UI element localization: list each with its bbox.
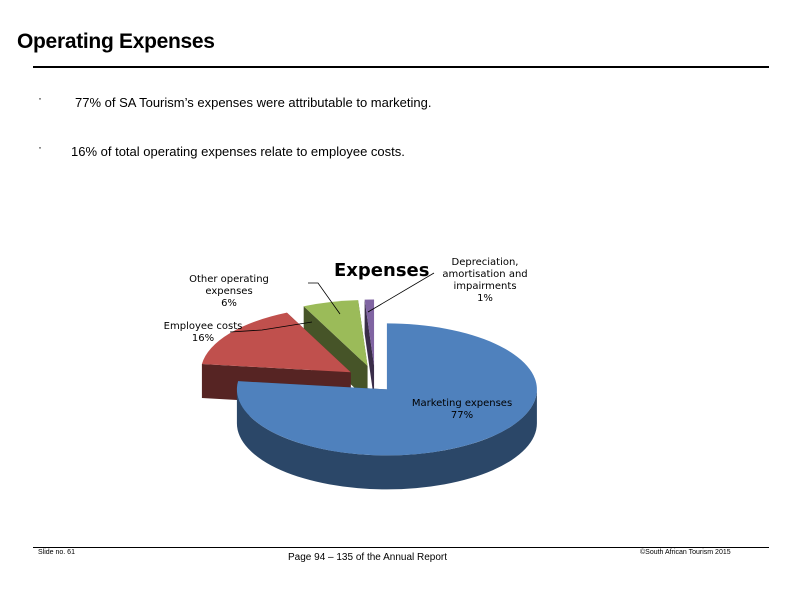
slide-number: Slide no. 61 xyxy=(38,549,75,556)
slice-value-label: 16% xyxy=(191,333,215,344)
slice-label-other: Other operating expenses 6% xyxy=(185,274,273,310)
slice-name: Marketing expenses xyxy=(411,398,513,409)
slice-side-face xyxy=(364,299,375,400)
slice-label-marketing: Marketing expenses 77% xyxy=(400,398,524,422)
annual-report-reference: Page 94 – 135 of the Annual Report xyxy=(288,552,448,563)
slice-name: Employee costs xyxy=(163,321,243,332)
bullet-text: 16% of total operating expenses relate t… xyxy=(71,144,405,159)
slice-top xyxy=(236,323,537,456)
bullet-symbol: · xyxy=(38,140,42,154)
leader-line-employee xyxy=(229,321,313,333)
page-title: Operating Expenses xyxy=(17,30,215,53)
bullet-symbol: · xyxy=(38,91,42,105)
leader-line-depreciation xyxy=(367,272,435,313)
copyright: ©South African Tourism 2015 xyxy=(640,549,731,556)
slice-side-face xyxy=(303,306,368,401)
bullet-text: 77% of SA Tourism’s expenses were attrib… xyxy=(75,95,432,110)
pie-slice-other xyxy=(303,300,368,401)
slice-label-depreciation: Depreciation, amortisation and impairmen… xyxy=(430,257,540,305)
slice-value-label: 77% xyxy=(450,410,474,421)
slice-top xyxy=(201,312,351,373)
chart-title: Expenses xyxy=(334,260,430,281)
slice-name: Depreciation, amortisation and impairmen… xyxy=(442,257,528,292)
slice-value-label: 6% xyxy=(221,298,237,309)
leader-line-other xyxy=(308,282,341,315)
pie-slice-marketing xyxy=(236,323,537,490)
slice-outer-wall xyxy=(236,389,537,490)
slice-name: Other operating expenses xyxy=(189,274,269,297)
footer-rule xyxy=(33,547,769,548)
slice-label-employee: Employee costs 16% xyxy=(162,321,244,345)
title-rule xyxy=(33,66,769,68)
slice-value-label: 1% xyxy=(477,293,493,304)
slice-top xyxy=(303,300,368,367)
pie-slice-depreciation xyxy=(364,299,375,400)
slice-top xyxy=(364,299,375,366)
